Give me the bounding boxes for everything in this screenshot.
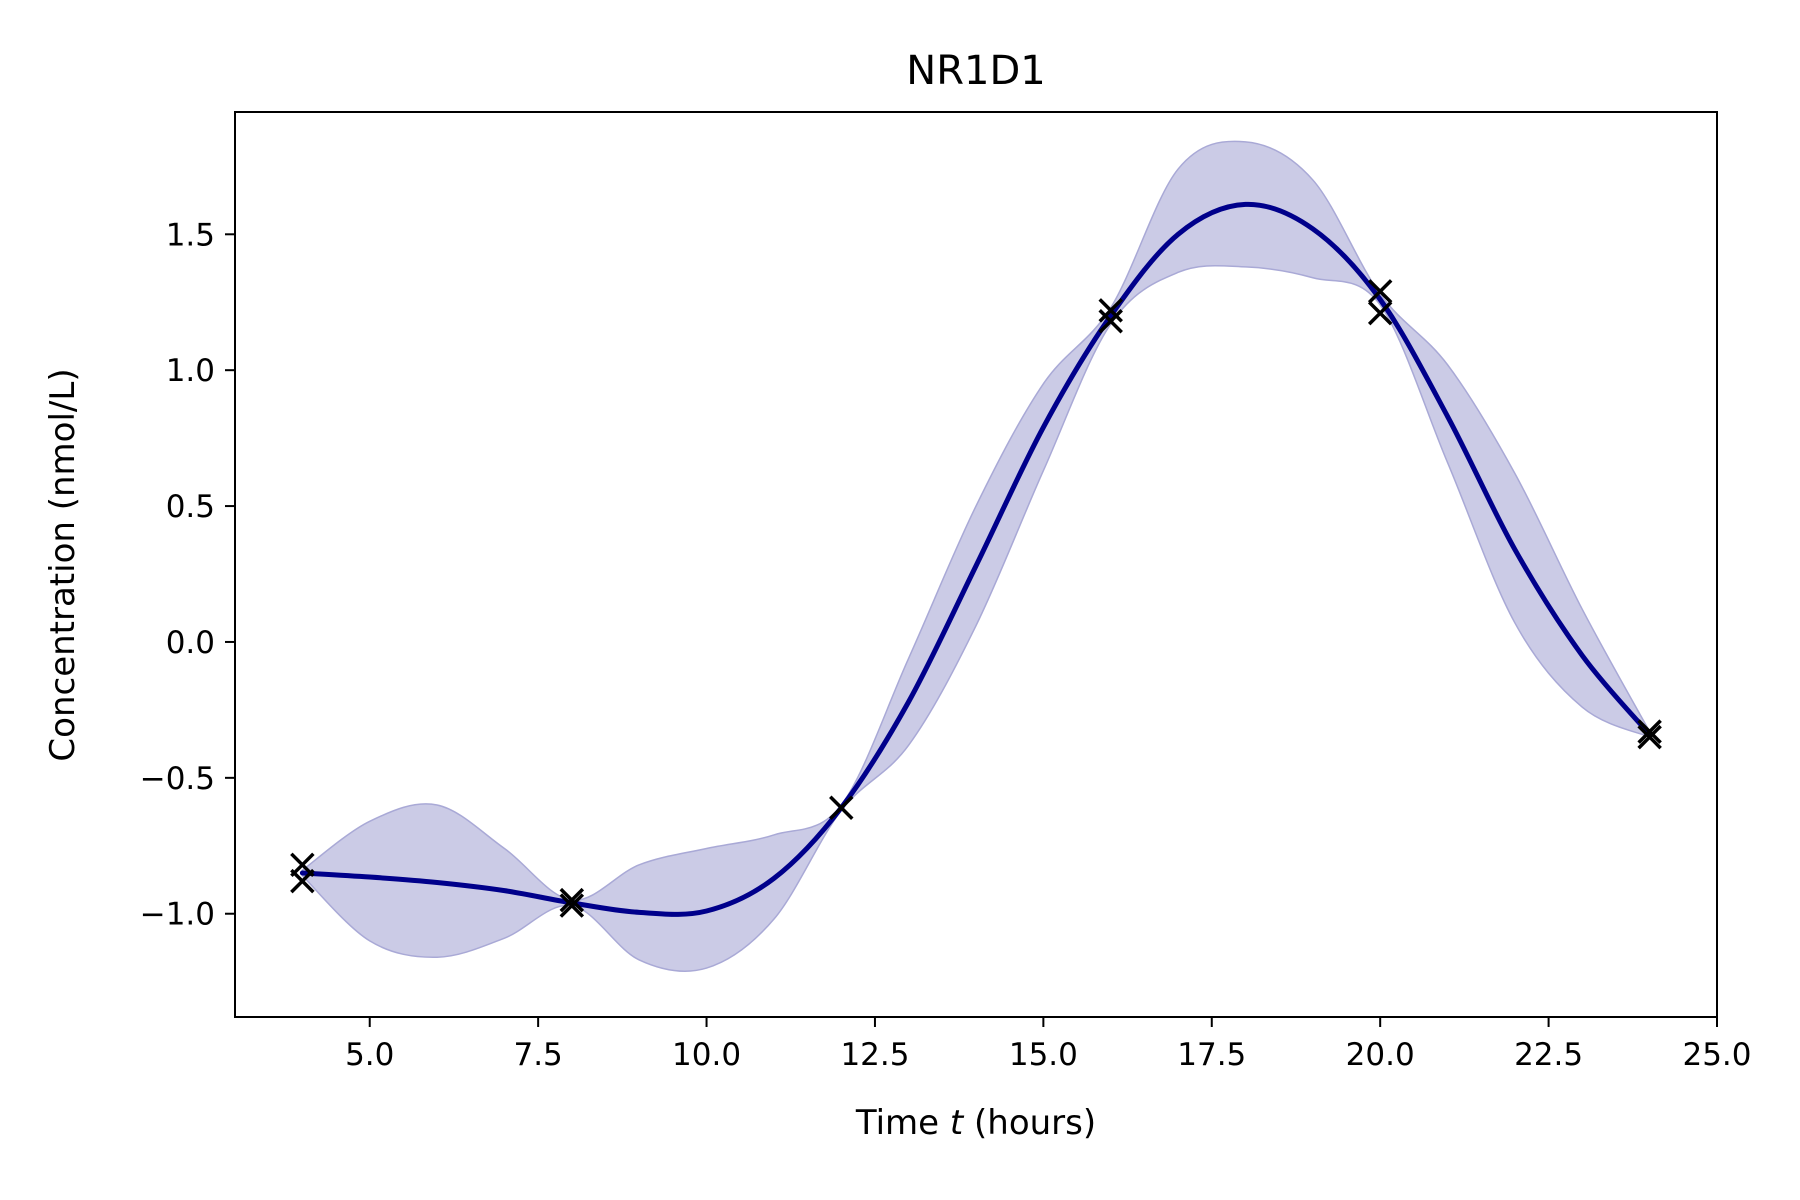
- x-tick-label: 10.0: [672, 1037, 741, 1073]
- observation-marker-8: [1367, 300, 1393, 326]
- x-axis-ticks: 5.0 7.5 10.0 12.5 15.0 17.5 20.0 22.5 25.0: [345, 1017, 1752, 1073]
- x-tick-label: 17.5: [1177, 1037, 1246, 1073]
- y-axis-label: Concentration (nmol/L): [43, 368, 83, 761]
- observation-markers-layer: [290, 279, 1662, 918]
- mean-line-layer: [299, 201, 1653, 917]
- observation-marker-1: [290, 868, 315, 894]
- x-tick-label: 7.5: [513, 1037, 562, 1073]
- observation-marker-2: [559, 887, 585, 913]
- observation-marker-7: [1367, 279, 1393, 304]
- confidence-band: [301, 140, 1651, 973]
- x-axis-label-variable: t: [950, 1103, 965, 1143]
- y-tick-label: −1.0: [140, 897, 215, 933]
- observation-marker-6: [1098, 309, 1123, 334]
- x-tick-label: 25.0: [1682, 1037, 1751, 1073]
- y-tick-label: 0.5: [166, 489, 215, 525]
- observation-marker-10: [1637, 724, 1662, 750]
- confidence-band-layer: [301, 140, 1651, 973]
- observation-marker-9: [1637, 719, 1662, 744]
- mean-line: [299, 201, 1653, 917]
- y-tick-label: −0.5: [140, 761, 215, 797]
- chart-title: NR1D1: [906, 48, 1045, 94]
- observation-marker-4: [829, 795, 854, 820]
- plot-frame: [234, 111, 1718, 1018]
- y-axis-ticks: −1.0 −0.5 0.0 0.5 1.0 1.5: [140, 217, 235, 933]
- x-axis-label-prefix: Time: [855, 1103, 950, 1143]
- x-tick-label: 20.0: [1346, 1037, 1415, 1073]
- observation-marker-5: [1098, 298, 1123, 323]
- x-tick-label: 15.0: [1009, 1037, 1078, 1073]
- y-tick-label: 1.0: [166, 353, 215, 389]
- x-axis-label: Time t (hours): [855, 1103, 1096, 1143]
- x-tick-label: 22.5: [1514, 1037, 1583, 1073]
- x-tick-label: 12.5: [840, 1037, 909, 1073]
- x-tick-label: 5.0: [345, 1037, 394, 1073]
- x-axis-label-suffix: (hours): [963, 1103, 1096, 1143]
- y-tick-label: 0.0: [166, 625, 215, 661]
- y-tick-label: 1.5: [166, 217, 215, 253]
- observation-marker-3: [559, 893, 585, 918]
